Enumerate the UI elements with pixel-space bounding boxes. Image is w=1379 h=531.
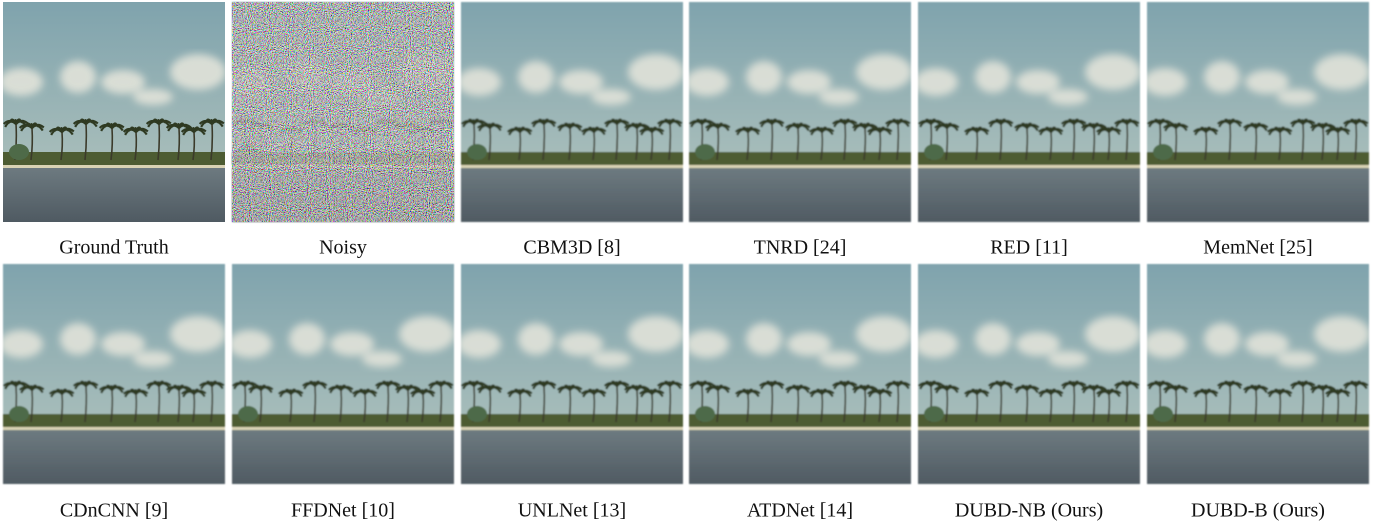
panel: Ground Truth [0,2,226,259]
panel-caption: CDnCNN [9] [60,500,168,522]
page: {"figure": {"rows": [ [{"caption": "Grou… [0,0,1379,526]
panel-image [1143,264,1370,484]
panel-caption: FFDNet [10] [291,500,395,522]
panel-caption: TNRD [24] [754,237,847,259]
panel-image [685,2,912,222]
panel-caption: UNLNet [13] [518,500,626,522]
panel-caption: Noisy [319,237,367,259]
panel-caption: DUBD-NB (Ours) [955,500,1103,522]
panel-caption: DUBD-B (Ours) [1191,500,1325,522]
panel-image [457,2,684,222]
panel: UNLNet [13] [457,264,684,522]
panel-image [0,2,226,222]
panel-image [685,264,912,484]
panel-image [914,264,1141,484]
panel: MemNet [25] [1143,2,1370,259]
panel-caption: RED [11] [990,237,1068,259]
figure: Ground Truth Noisy CBM3D [8] TNRD [24] RED [… [0,0,1379,526]
panel-image [228,264,455,484]
panel-image [457,264,684,484]
panel-image [914,2,1141,222]
panel-image [1143,2,1370,222]
panel-caption: MemNet [25] [1203,237,1312,259]
panel: FFDNet [10] [228,264,455,522]
panel-image [0,264,226,484]
panel: CBM3D [8] [457,2,684,259]
panel: DUBD-B (Ours) [1143,264,1370,522]
noise-overlay [232,2,454,222]
panel-caption: CBM3D [8] [523,237,620,259]
panel: RED [11] [914,2,1141,259]
panel-caption: Ground Truth [59,237,168,259]
panel: TNRD [24] [685,2,912,259]
panel: CDnCNN [9] [0,264,226,522]
panel: ATDNet [14] [685,264,912,522]
panel-caption: ATDNet [14] [747,500,853,522]
panel: DUBD-NB (Ours) [914,264,1141,522]
panel: Noisy [228,2,455,259]
